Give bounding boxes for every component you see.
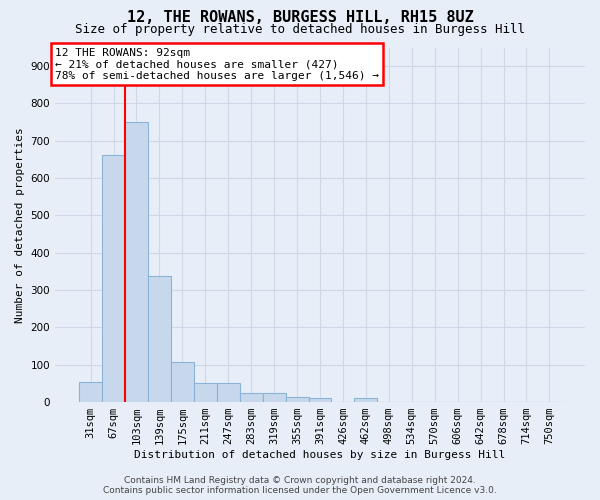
Bar [355,398,377,402]
Bar [286,397,308,402]
X-axis label: Distribution of detached houses by size in Burgess Hill: Distribution of detached houses by size … [134,450,506,460]
Bar [148,276,171,402]
Bar [308,398,331,402]
Bar [194,382,217,402]
Bar [263,393,286,402]
Text: 12, THE ROWANS, BURGESS HILL, RH15 8UZ: 12, THE ROWANS, BURGESS HILL, RH15 8UZ [127,10,473,25]
Y-axis label: Number of detached properties: Number of detached properties [15,127,25,322]
Bar [171,362,194,402]
Bar [217,382,240,402]
Bar [125,122,148,402]
Text: 12 THE ROWANS: 92sqm
← 21% of detached houses are smaller (427)
78% of semi-deta: 12 THE ROWANS: 92sqm ← 21% of detached h… [55,48,379,80]
Bar [240,393,263,402]
Bar [102,155,125,402]
Text: Size of property relative to detached houses in Burgess Hill: Size of property relative to detached ho… [75,22,525,36]
Text: Contains HM Land Registry data © Crown copyright and database right 2024.
Contai: Contains HM Land Registry data © Crown c… [103,476,497,495]
Bar [79,382,102,402]
